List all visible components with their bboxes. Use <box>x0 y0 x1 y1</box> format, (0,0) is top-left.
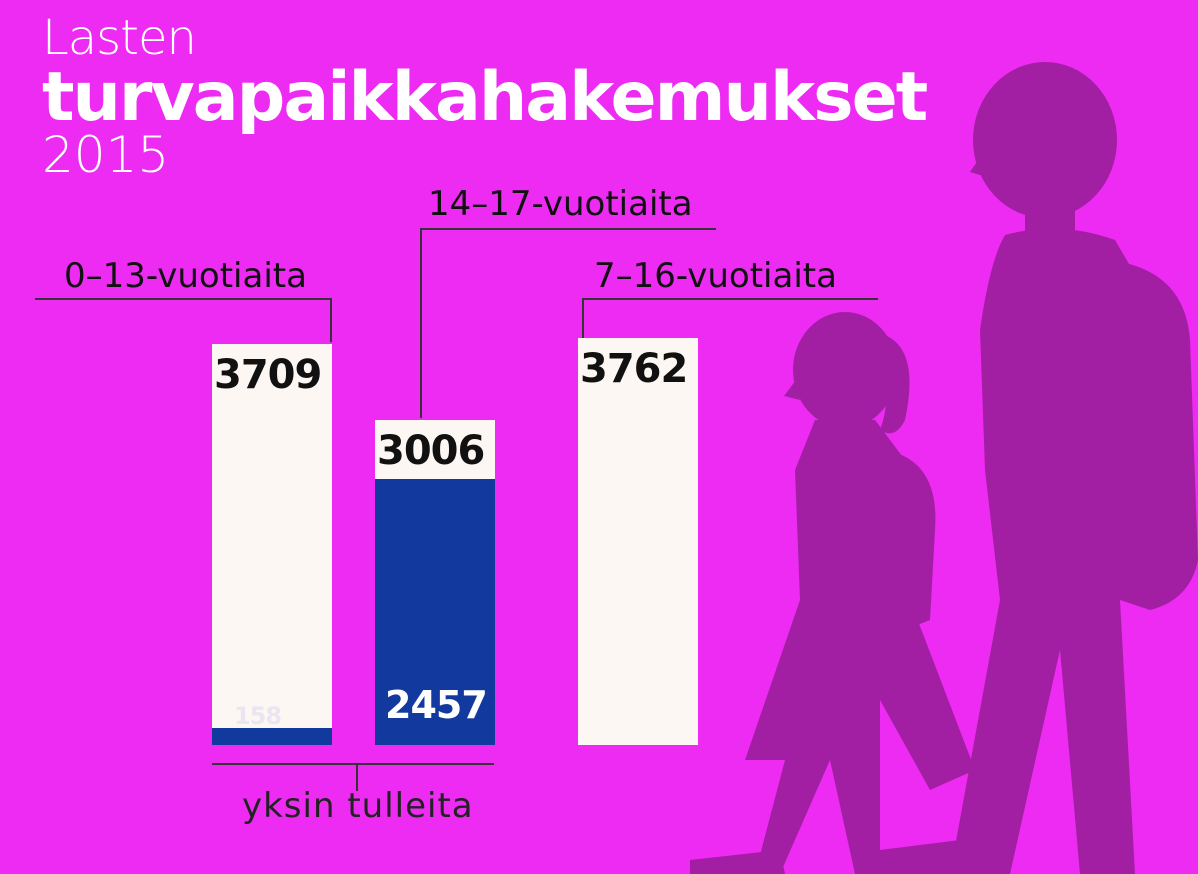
bar-alone-1 <box>375 479 495 745</box>
data-label-total-1: 3006 <box>377 427 485 474</box>
leader-line-0-v <box>330 298 332 342</box>
bar-total-2 <box>578 338 698 745</box>
tick-label-2: 7–16-vuotiaita <box>594 256 837 296</box>
title-line2: turvapaikkahakemukset <box>42 58 928 137</box>
tick-label-1: 14–17-vuotiaita <box>428 184 693 224</box>
leader-line-1-v <box>420 228 422 418</box>
bar-alone-0 <box>212 727 332 745</box>
group-label-yksin-tulleita: yksin tulleita <box>242 786 474 826</box>
leader-line-2-v <box>582 298 584 342</box>
data-label-total-0: 3709 <box>214 351 322 398</box>
bar-total-1 <box>375 419 495 745</box>
leader-line-0-h <box>35 298 332 300</box>
group-bracket-v <box>356 763 358 791</box>
title-line1: Lasten <box>42 10 197 66</box>
title-year: 2015 <box>42 126 170 184</box>
data-label-alone-0: 158 <box>234 701 282 730</box>
bar-total-0 <box>212 343 332 745</box>
data-label-total-2: 3762 <box>580 346 688 392</box>
group-bracket-h <box>212 763 494 765</box>
tick-label-0: 0–13-vuotiaita <box>64 256 307 296</box>
leader-line-1-h <box>420 228 716 230</box>
leader-line-2-h <box>582 298 878 300</box>
data-label-alone-1: 2457 <box>385 683 488 727</box>
